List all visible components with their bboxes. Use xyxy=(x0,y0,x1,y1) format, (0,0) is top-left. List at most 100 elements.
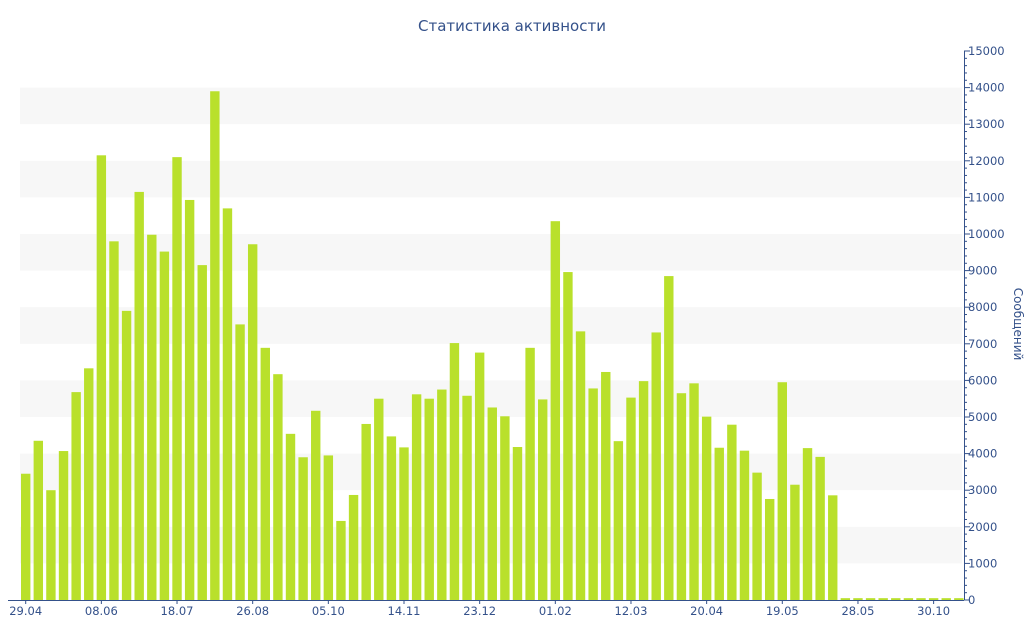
x-tick-label: 20.04 xyxy=(690,604,723,618)
axes: 0 1000 2000 3000 4000 5000 6000 7000 8000 9000 100… xyxy=(8,44,1005,618)
bar xyxy=(222,208,233,600)
bar xyxy=(348,494,359,600)
chart-title: Статистика активности xyxy=(418,17,606,35)
bar xyxy=(954,598,964,600)
y-tick-label: 0 xyxy=(968,593,975,607)
bar xyxy=(134,191,144,600)
y-tick-label: 11000 xyxy=(968,190,1005,204)
bar xyxy=(260,347,270,600)
x-tick-label: 26.08 xyxy=(236,604,269,618)
bar xyxy=(500,416,510,600)
y-tick-label: 13000 xyxy=(968,117,1005,131)
bar xyxy=(828,495,838,600)
bar xyxy=(815,456,825,600)
bar xyxy=(777,382,787,600)
bar xyxy=(474,352,485,600)
bar xyxy=(891,598,901,600)
x-tick-label: 19.05 xyxy=(766,604,799,618)
y-tick-label: 12000 xyxy=(968,154,1005,168)
bar-series xyxy=(21,91,964,601)
y-tick-label: 4000 xyxy=(968,447,997,461)
bar xyxy=(311,410,321,600)
bar xyxy=(424,398,434,600)
bar xyxy=(790,484,800,600)
x-tick-label: 14.11 xyxy=(388,604,421,618)
bar xyxy=(449,343,460,600)
bar xyxy=(563,272,573,600)
bar xyxy=(613,441,624,600)
bar xyxy=(298,457,308,600)
bar xyxy=(336,520,346,600)
y-tick-label: 8000 xyxy=(968,300,997,314)
bar xyxy=(462,395,472,600)
bar xyxy=(701,416,712,600)
bar xyxy=(588,388,598,600)
bar xyxy=(172,157,182,600)
bar xyxy=(512,447,523,600)
bar xyxy=(550,221,561,600)
bar xyxy=(96,155,107,600)
bar xyxy=(411,394,422,600)
bar xyxy=(525,347,535,600)
x-tick-label: 05.10 xyxy=(312,604,345,618)
y-tick-label: 15000 xyxy=(968,44,1005,58)
bar xyxy=(664,276,674,600)
bar xyxy=(84,368,94,600)
bar xyxy=(601,371,611,600)
bar xyxy=(764,498,775,600)
bar xyxy=(727,424,737,600)
bar xyxy=(147,234,157,601)
bar xyxy=(865,598,876,600)
y-tick-label: 3000 xyxy=(968,483,997,497)
y-tick-label: 10000 xyxy=(968,227,1005,241)
bar xyxy=(273,374,283,600)
bar xyxy=(109,241,119,600)
bar xyxy=(651,332,661,600)
x-tick-label: 12.03 xyxy=(615,604,648,618)
bar xyxy=(374,398,384,600)
bar xyxy=(752,472,762,600)
x-tick-label: 08.06 xyxy=(85,604,118,618)
bar xyxy=(714,447,724,600)
bar xyxy=(739,450,750,600)
x-tick-label: 28.05 xyxy=(841,604,874,618)
bar xyxy=(121,310,132,600)
bar xyxy=(487,407,497,600)
grid-band xyxy=(20,87,962,125)
bar xyxy=(285,433,296,600)
bar xyxy=(386,436,397,600)
bar xyxy=(71,392,81,600)
bar xyxy=(21,473,31,600)
y-tick-label: 14000 xyxy=(968,81,1005,95)
y-tick-label: 5000 xyxy=(968,410,997,424)
bar xyxy=(689,383,699,600)
bar xyxy=(197,265,207,600)
bar xyxy=(58,451,69,600)
y-tick-label: 1000 xyxy=(968,556,997,570)
x-tick-label: 30.10 xyxy=(917,604,950,618)
bar xyxy=(878,598,888,600)
bar xyxy=(802,448,813,600)
bar xyxy=(361,423,371,600)
bar xyxy=(33,440,44,600)
bar xyxy=(46,490,56,600)
y-tick-label: 6000 xyxy=(968,373,997,387)
x-tick-label: 29.04 xyxy=(9,604,42,618)
bar xyxy=(916,598,926,600)
y-tick-label: 9000 xyxy=(968,264,997,278)
bar xyxy=(159,251,170,600)
x-tick-label: 01.02 xyxy=(539,604,572,618)
grid-band xyxy=(20,160,962,198)
bar xyxy=(626,397,636,600)
bar xyxy=(928,598,939,600)
bar xyxy=(210,91,220,600)
y-tick-label: 2000 xyxy=(968,520,997,534)
bar xyxy=(235,324,245,600)
x-tick-label: 23.12 xyxy=(463,604,496,618)
bar xyxy=(323,455,334,600)
bar xyxy=(941,598,951,600)
bar xyxy=(840,598,851,600)
bar xyxy=(184,199,195,600)
